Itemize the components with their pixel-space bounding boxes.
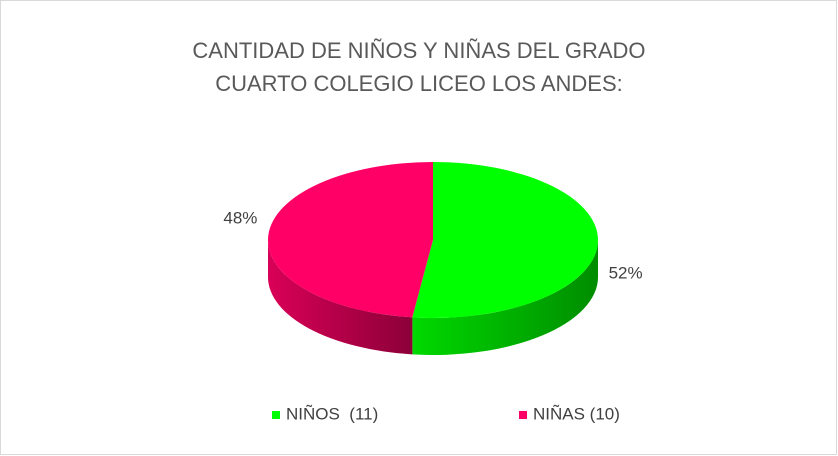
legend-swatch (519, 411, 527, 419)
slice (412, 162, 598, 318)
legend-label: NIÑOS (11) (286, 404, 378, 423)
chart-title: CANTIDAD DE NIÑOS Y NIÑAS DEL GRADO CUAR… (192, 38, 652, 96)
slice (267, 162, 433, 318)
slice-side-shade (412, 240, 598, 356)
data-label: 48% (223, 208, 257, 227)
data-label: 52% (609, 264, 643, 283)
slice-side-shade (268, 240, 413, 355)
legend-swatch (272, 411, 280, 419)
legend-label: NIÑAS (10) (533, 404, 620, 423)
